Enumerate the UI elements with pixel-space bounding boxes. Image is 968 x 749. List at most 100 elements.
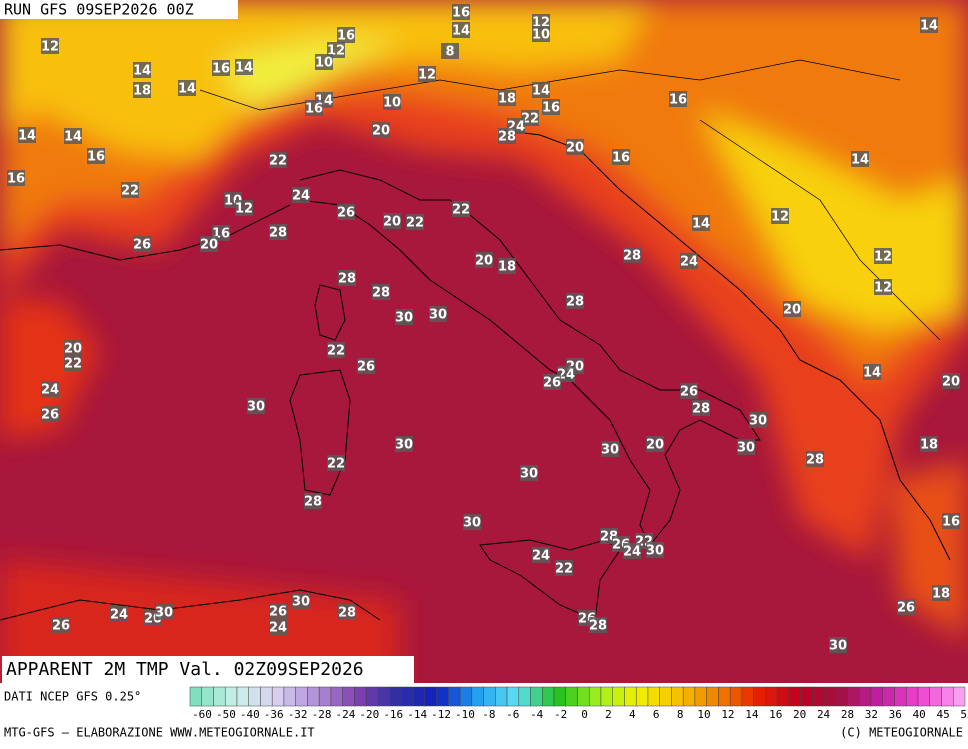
colorbar-swatch (741, 686, 754, 707)
temperature-label: 20 (64, 342, 82, 357)
temperature-label: 20 (942, 375, 960, 390)
temperature-label: 14 (851, 153, 869, 168)
temperature-label: 12 (235, 202, 253, 217)
colorbar-swatch (647, 686, 660, 707)
temperature-label: 28 (498, 130, 516, 145)
label-box (612, 149, 630, 165)
label-box (133, 236, 151, 252)
label-box (7, 170, 25, 186)
label-box (669, 91, 687, 107)
temperature-label: 22 (452, 203, 470, 218)
colorbar-swatch (377, 686, 390, 707)
temperature-label: 18 (498, 92, 516, 107)
source-label: DATI NCEP GFS 0.25° (4, 690, 141, 704)
temperature-label: 14 (452, 24, 470, 39)
colorbar-swatch (635, 686, 649, 707)
colorbar: -60 -50 -40 -36 -32 -28 -24 -20 -16 -14 -12 -10 -8 -6… (189, 686, 968, 721)
colorbar-swatch (729, 686, 743, 707)
label-box (372, 122, 390, 138)
colorbar-swatch (471, 686, 484, 707)
temperature-label: 26 (337, 206, 355, 221)
credit-left: MTG-GFS — ELABORAZIONE WWW.METEOGIORNALE… (4, 726, 315, 740)
colorbar-label: 16 (769, 708, 782, 721)
label-box (646, 542, 664, 558)
colorbar-swatch (753, 686, 766, 707)
temperature-label: 16 (337, 29, 355, 44)
label-box (829, 637, 847, 653)
label-box (542, 99, 560, 115)
colorbar-swatch (694, 686, 707, 707)
label-box (646, 436, 664, 452)
colorbar-swatch (788, 686, 801, 707)
label-box (64, 355, 82, 371)
temperature-label: 24 (680, 255, 698, 270)
label-box (337, 27, 355, 43)
temperature-label: 30 (829, 639, 847, 654)
temperature-label: 28 (372, 286, 390, 301)
label-box (521, 110, 539, 126)
colorbar-swatch (847, 686, 860, 707)
temperature-label: 10 (532, 28, 550, 43)
label-box (874, 279, 892, 295)
colorbar-swatch (213, 686, 226, 707)
label-box (475, 252, 493, 268)
temperature-label: 30 (247, 400, 265, 415)
temperature-label: 20 (646, 438, 664, 453)
colorbar-swatch (295, 686, 308, 707)
temperature-label: 24 (292, 189, 310, 204)
label-box (749, 412, 767, 428)
label-box (692, 215, 710, 231)
colorbar-swatch (612, 686, 625, 707)
colorbar-label: -32 (288, 708, 308, 721)
temperature-label: 28 (692, 402, 710, 417)
temperature-label: 30 (520, 467, 538, 482)
colorbar-label: -60 (192, 708, 212, 721)
label-box (851, 151, 869, 167)
colorbar-swatch (260, 686, 273, 707)
temperature-label: 28 (589, 619, 607, 634)
run-label: RUN GFS 09SEP2026 00Z (4, 1, 194, 19)
label-box (247, 398, 265, 414)
temperature-label: 14 (920, 19, 938, 34)
colorbar-label: 40 (913, 708, 926, 721)
colorbar-swatch (236, 686, 249, 707)
colorbar-swatch (224, 686, 238, 707)
label-box (932, 585, 950, 601)
colorbar-label: -8 (482, 708, 495, 721)
label-box (532, 82, 550, 98)
colorbar-label: 0 (581, 708, 588, 721)
label-box (601, 441, 619, 457)
colorbar-swatch (307, 686, 320, 707)
colorbar-swatch (283, 686, 296, 707)
colorbar-label: -50 (216, 708, 236, 721)
label-box (783, 301, 801, 317)
temperature-label: 28 (623, 249, 641, 264)
temperature-label: 12 (771, 210, 789, 225)
label-box (338, 604, 356, 620)
label-box (41, 381, 59, 397)
colorbar-label: 55 (960, 708, 968, 721)
colorbar-label: -12 (431, 708, 451, 721)
temperature-label: 26 (897, 601, 915, 616)
colorbar-swatch (354, 686, 367, 707)
label-box (110, 606, 128, 622)
colorbar-swatch (518, 686, 531, 707)
label-box (863, 364, 881, 380)
label-box (557, 366, 575, 382)
temperature-label: 28 (338, 606, 356, 621)
temperature-label: 14 (692, 217, 710, 232)
label-box (64, 128, 82, 144)
temperature-label: 18 (498, 260, 516, 275)
label-box (452, 4, 470, 20)
colorbar-swatch (495, 686, 508, 707)
colorbar-swatch (542, 686, 555, 707)
colorbar-label: -4 (530, 708, 544, 721)
temperature-label: 14 (235, 61, 253, 76)
temperature-label: 16 (212, 62, 230, 77)
temperature-label: 26 (41, 408, 59, 423)
colorbar-label: 32 (865, 708, 878, 721)
label-box (498, 90, 516, 106)
temperature-label: 30 (292, 595, 310, 610)
colorbar-swatch (823, 686, 837, 707)
